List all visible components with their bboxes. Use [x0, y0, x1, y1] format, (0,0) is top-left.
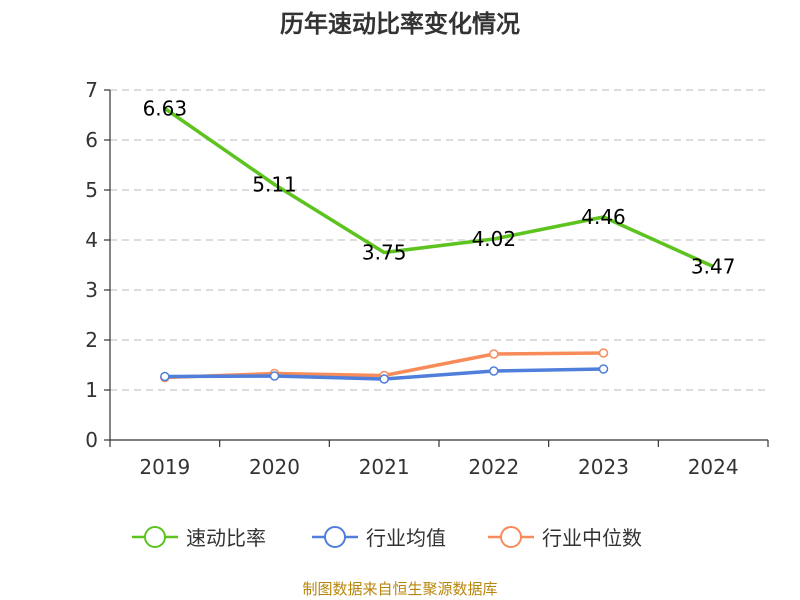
y-tick-label: 1: [85, 378, 98, 402]
legend-item[interactable]: 行业中位数: [488, 526, 642, 550]
legend-label: 行业均值: [366, 526, 446, 550]
legend-item[interactable]: 速动比率: [132, 526, 266, 550]
x-tick-label: 2022: [468, 455, 519, 479]
y-tick-label: 3: [85, 278, 98, 302]
series-lines: [160, 107, 714, 384]
source-note: 制图数据来自恒生聚源数据库: [302, 580, 497, 598]
legend-item[interactable]: 行业均值: [312, 526, 446, 550]
data-point: [598, 364, 609, 374]
data-point: [489, 349, 499, 359]
legend-label: 速动比率: [186, 526, 266, 550]
legend-swatch-marker: [144, 526, 166, 548]
axes: 0 1 2 3 4 5 6 7 2019 2020 2021 2022 2023 2024: [85, 78, 769, 479]
data-label: 5.11: [252, 173, 297, 197]
x-tick-label: 2023: [578, 455, 629, 479]
series-line: [163, 107, 714, 269]
data-label: 4.46: [581, 205, 626, 229]
data-label: 3.47: [691, 255, 736, 279]
y-tick-label: 6: [85, 128, 98, 152]
y-tick-label: 5: [85, 178, 98, 202]
y-tick-label: 7: [85, 78, 98, 102]
data-point: [598, 348, 609, 358]
x-tick-label: 2019: [139, 455, 190, 479]
data-label: 4.02: [472, 227, 517, 251]
data-point: [269, 371, 280, 381]
chart-title: 历年速动比率变化情况: [280, 10, 520, 38]
y-tick-label: 0: [85, 428, 98, 452]
y-tick-label: 2: [85, 328, 98, 352]
x-tick-label: 2021: [359, 455, 410, 479]
y-tick-label: 4: [85, 228, 98, 252]
data-point: [489, 366, 499, 376]
gridlines: [110, 89, 768, 391]
data-label: 6.63: [143, 97, 188, 121]
data-labels: 6.63 5.11 3.75 4.02 4.46 3.47: [143, 97, 736, 279]
data-point: [379, 374, 389, 384]
legend[interactable]: 速动比率 行业均值 行业中位数: [132, 526, 642, 550]
legend-swatch-marker: [324, 526, 346, 548]
data-label: 3.75: [362, 241, 407, 265]
legend-label: 行业中位数: [542, 526, 642, 550]
data-point: [160, 371, 170, 382]
legend-swatch-marker: [500, 526, 522, 548]
x-tick-label: 2020: [249, 455, 300, 479]
x-tick-label: 2024: [688, 455, 739, 479]
